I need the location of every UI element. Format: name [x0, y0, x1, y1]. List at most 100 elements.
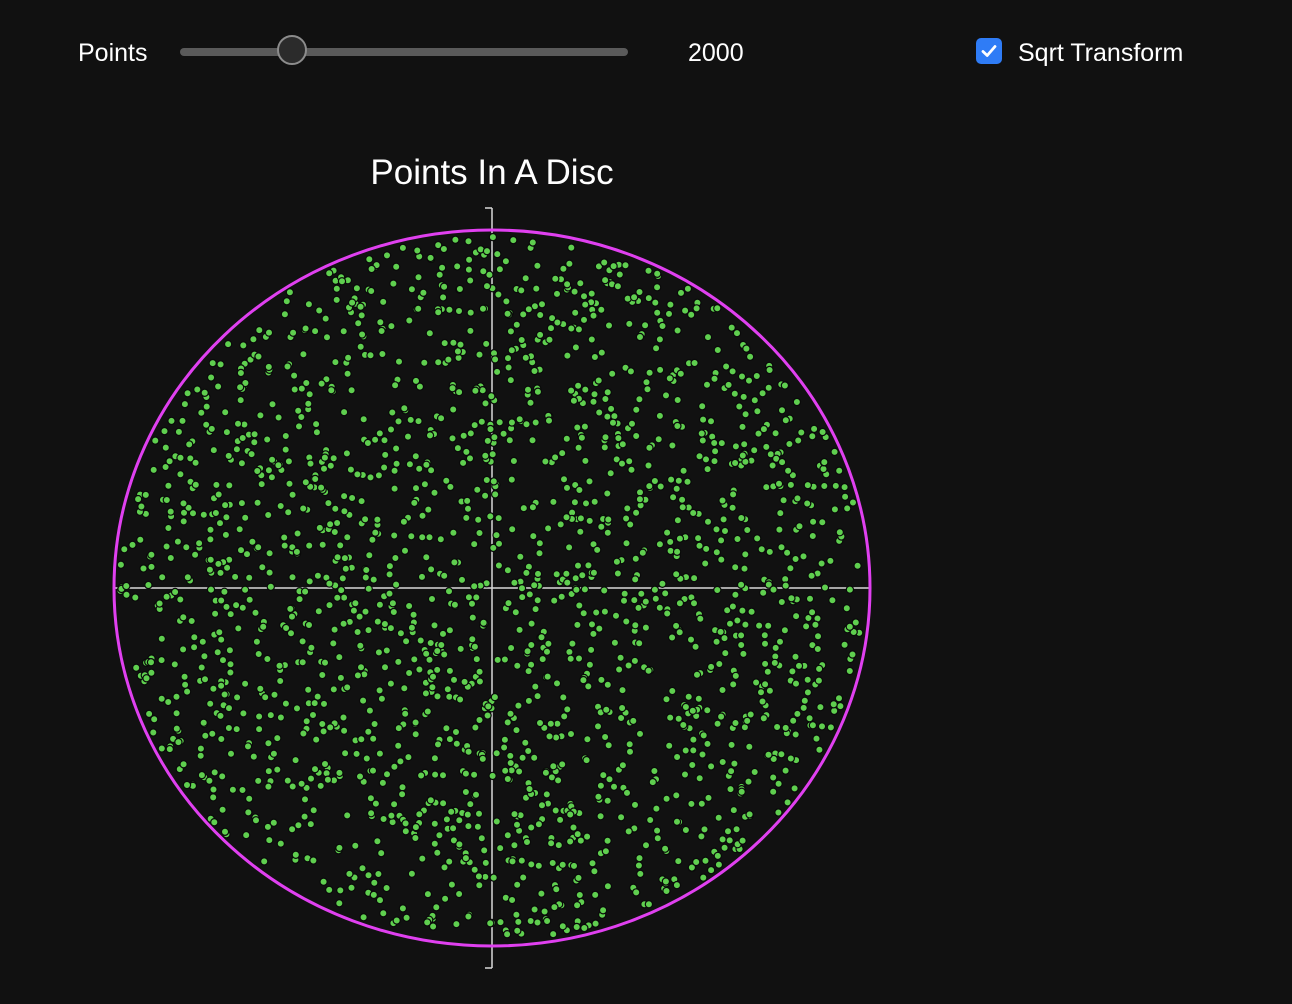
- data-point: [600, 586, 609, 595]
- data-point: [217, 772, 227, 781]
- data-point: [448, 434, 457, 443]
- data-point: [208, 793, 218, 802]
- data-point: [488, 232, 498, 242]
- data-point: [291, 755, 300, 765]
- data-point: [190, 633, 199, 642]
- data-point: [370, 719, 379, 729]
- data-point: [626, 520, 635, 529]
- data-point: [781, 766, 790, 775]
- data-point: [220, 690, 229, 699]
- data-point: [655, 365, 665, 375]
- data-point: [225, 646, 235, 655]
- data-point: [710, 374, 719, 383]
- data-point: [655, 540, 665, 549]
- data-point: [521, 274, 530, 283]
- data-point: [357, 311, 366, 320]
- data-point: [386, 623, 396, 633]
- data-point: [557, 592, 566, 601]
- data-point: [577, 433, 587, 442]
- data-point: [480, 491, 490, 500]
- data-point: [513, 661, 522, 671]
- data-point: [791, 679, 801, 688]
- data-point: [473, 485, 482, 494]
- data-point: [817, 722, 827, 731]
- data-point: [317, 379, 326, 388]
- data-point: [482, 281, 492, 291]
- data-point: [422, 553, 431, 562]
- data-point: [340, 507, 349, 516]
- data-point: [440, 650, 449, 659]
- data-point: [360, 515, 370, 524]
- data-point: [478, 754, 487, 764]
- data-point: [387, 321, 396, 331]
- data-point: [664, 309, 674, 319]
- data-point: [486, 424, 495, 434]
- data-point: [470, 582, 479, 591]
- data-point: [513, 926, 522, 936]
- points-slider[interactable]: [180, 35, 628, 69]
- data-point: [492, 817, 501, 826]
- data-point: [380, 436, 389, 445]
- data-point: [596, 812, 605, 821]
- data-point: [764, 621, 773, 631]
- data-point: [727, 323, 736, 332]
- data-point: [401, 637, 411, 646]
- data-point: [661, 391, 671, 400]
- data-point: [565, 647, 574, 657]
- data-point: [585, 660, 595, 670]
- data-point: [137, 502, 146, 511]
- data-point: [308, 710, 318, 720]
- data-point: [447, 807, 456, 816]
- data-point: [345, 869, 354, 879]
- data-point: [569, 396, 579, 405]
- data-point: [781, 723, 790, 733]
- data-point: [737, 372, 747, 381]
- data-point: [790, 784, 799, 793]
- data-point: [631, 575, 640, 584]
- data-point: [523, 647, 532, 656]
- data-point: [361, 607, 370, 616]
- data-point: [574, 654, 584, 663]
- data-point: [716, 536, 726, 545]
- data-point: [781, 416, 791, 425]
- data-point: [703, 706, 712, 715]
- data-point: [621, 514, 631, 523]
- data-point: [447, 880, 457, 889]
- data-point: [803, 480, 813, 490]
- data-point: [813, 644, 823, 654]
- data-point: [402, 913, 411, 923]
- data-point: [254, 712, 264, 721]
- data-point: [205, 565, 215, 574]
- data-point: [179, 760, 188, 769]
- data-point: [407, 623, 417, 632]
- data-point: [237, 459, 247, 468]
- data-point: [472, 654, 481, 664]
- data-point: [801, 622, 811, 631]
- data-point: [740, 440, 749, 449]
- data-point: [258, 563, 267, 572]
- data-point: [386, 425, 396, 434]
- data-point: [450, 600, 460, 609]
- data-point: [458, 458, 468, 468]
- data-point: [484, 702, 493, 711]
- sqrt-transform-checkbox[interactable]: [976, 38, 1002, 64]
- data-point: [264, 362, 273, 372]
- data-point: [781, 581, 790, 590]
- slider-track[interactable]: [180, 48, 628, 56]
- data-point: [149, 715, 159, 724]
- data-point: [187, 616, 196, 626]
- data-point: [351, 599, 360, 608]
- data-point: [694, 694, 704, 703]
- data-point: [642, 378, 651, 387]
- data-point: [745, 352, 755, 361]
- data-point: [182, 687, 192, 696]
- data-point: [483, 711, 492, 720]
- slider-thumb[interactable]: [277, 35, 307, 65]
- data-point: [619, 596, 629, 605]
- data-point: [512, 820, 522, 829]
- data-point: [573, 561, 583, 570]
- data-point: [495, 418, 504, 427]
- data-point: [644, 461, 653, 470]
- data-point: [715, 659, 724, 669]
- data-point: [133, 494, 143, 504]
